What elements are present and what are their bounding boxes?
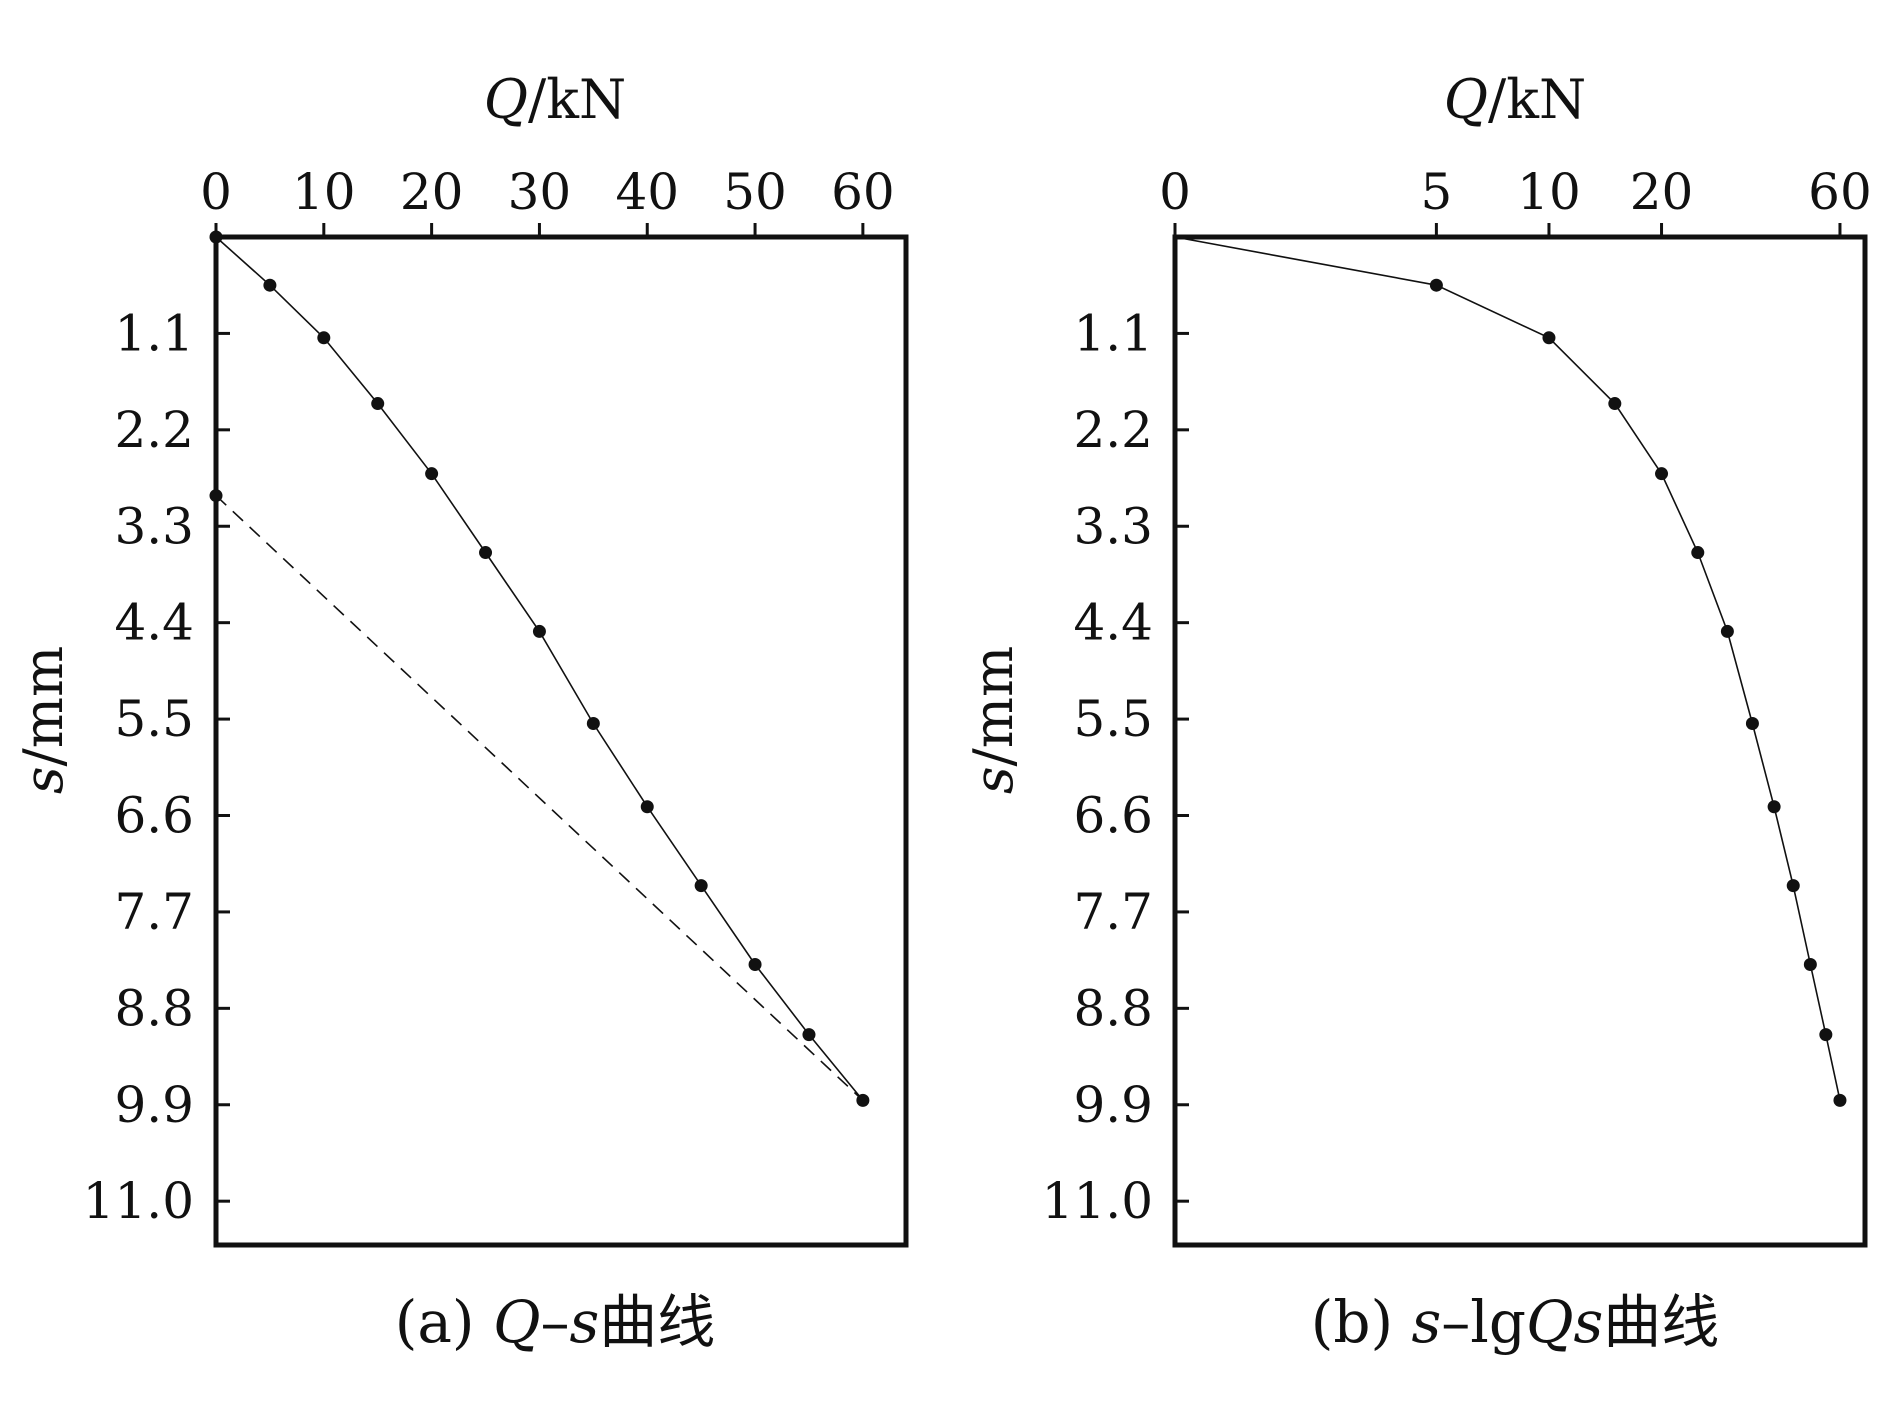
x-tick-label: 60 bbox=[1808, 163, 1872, 221]
y-tick-label: 7.7 bbox=[114, 883, 194, 941]
data-point bbox=[1803, 958, 1817, 972]
data-point bbox=[1608, 397, 1622, 411]
data-point bbox=[209, 230, 223, 244]
y-tick-labels-b: 1.1 2.2 3.3 4.4 5.5 6.6 7.7 8.8 9.9 11.0 bbox=[1042, 304, 1189, 1230]
x-axis-title-a: Q/kN bbox=[484, 68, 626, 131]
data-point bbox=[586, 716, 600, 730]
y-axis-title-a: s/mm bbox=[12, 646, 75, 794]
data-point bbox=[1655, 467, 1669, 481]
y-tick-label: 5.5 bbox=[1073, 690, 1153, 748]
data-point bbox=[1767, 800, 1781, 814]
y-tick-label: 5.5 bbox=[114, 690, 194, 748]
panel-a-chart: 0 10 20 30 40 50 60 1.1 2.2 3.3 4.4 5.5 6.6 7.7 8.8 9.… bbox=[12, 68, 909, 1356]
x-tick-label: 50 bbox=[723, 163, 787, 221]
reference-point bbox=[209, 489, 223, 503]
data-point bbox=[1745, 716, 1759, 730]
data-point bbox=[1429, 278, 1443, 292]
data-point bbox=[1691, 546, 1705, 560]
x-tick-label: 10 bbox=[292, 163, 356, 221]
x-tick-label: 20 bbox=[1630, 163, 1694, 221]
series-line bbox=[215, 236, 864, 1101]
y-tick-label: 7.7 bbox=[1073, 883, 1153, 941]
x-tick-label: 0 bbox=[200, 163, 232, 221]
data-point bbox=[694, 879, 708, 893]
x-tick-label: 5 bbox=[1420, 163, 1452, 221]
data-point bbox=[1786, 879, 1800, 893]
data-point bbox=[1542, 331, 1556, 345]
series-group-a bbox=[209, 230, 870, 1107]
series-line bbox=[1174, 236, 1841, 1101]
y-tick-label: 2.2 bbox=[1073, 401, 1153, 459]
y-tick-label: 6.6 bbox=[114, 787, 194, 845]
y-tick-labels-a: 1.1 2.2 3.3 4.4 5.5 6.6 7.7 8.8 9.9 11.0 bbox=[83, 304, 230, 1230]
y-tick-label: 3.3 bbox=[1073, 497, 1153, 555]
caption-a: (a) Q–s曲线 bbox=[395, 1288, 716, 1356]
data-point bbox=[479, 546, 493, 560]
x-tick-label: 40 bbox=[615, 163, 679, 221]
y-axis-title-b: s/mm bbox=[962, 646, 1025, 794]
caption-b: (b) s–lgQs曲线 bbox=[1311, 1288, 1720, 1356]
y-tick-label: 1.1 bbox=[114, 304, 194, 362]
y-tick-label: 8.8 bbox=[1073, 979, 1153, 1037]
x-tick-label: 60 bbox=[831, 163, 895, 221]
data-point bbox=[1819, 1028, 1833, 1042]
x-tick-labels-a: 0 10 20 30 40 50 60 bbox=[200, 163, 895, 237]
y-tick-label: 4.4 bbox=[1073, 594, 1153, 652]
y-tick-label: 3.3 bbox=[114, 497, 194, 555]
data-point bbox=[532, 624, 546, 638]
x-tick-label: 30 bbox=[508, 163, 572, 221]
data-point bbox=[1833, 1093, 1847, 1107]
reference-dashed-line bbox=[215, 495, 864, 1101]
y-tick-label: 9.9 bbox=[114, 1076, 194, 1134]
y-tick-label: 11.0 bbox=[1042, 1172, 1153, 1230]
x-tick-label: 10 bbox=[1517, 163, 1581, 221]
y-tick-label: 9.9 bbox=[1073, 1076, 1153, 1134]
plot-frame-b bbox=[1172, 234, 1868, 1248]
y-tick-label: 8.8 bbox=[114, 979, 194, 1037]
data-point bbox=[317, 331, 331, 345]
data-point bbox=[263, 278, 277, 292]
x-tick-label: 0 bbox=[1159, 163, 1191, 221]
y-tick-label: 11.0 bbox=[83, 1172, 194, 1230]
data-point bbox=[1720, 624, 1734, 638]
x-axis-title-b: Q/kN bbox=[1444, 68, 1586, 131]
data-point bbox=[425, 467, 439, 481]
y-tick-label: 2.2 bbox=[114, 401, 194, 459]
y-tick-label: 6.6 bbox=[1073, 787, 1153, 845]
data-point bbox=[640, 800, 654, 814]
y-tick-label: 4.4 bbox=[114, 594, 194, 652]
y-tick-label: 1.1 bbox=[1073, 304, 1153, 362]
series-group-b bbox=[1174, 236, 1847, 1107]
x-tick-labels-b: 0 5 10 20 60 bbox=[1159, 163, 1872, 237]
x-tick-label: 20 bbox=[400, 163, 464, 221]
data-point bbox=[802, 1028, 816, 1042]
data-point bbox=[371, 397, 385, 411]
panel-b-chart: 0 5 10 20 60 1.1 2.2 3.3 4.4 5.5 6.6 7.7 8.8 9.9 11.0… bbox=[962, 68, 1872, 1356]
data-point bbox=[748, 958, 762, 972]
plot-frame-a bbox=[213, 234, 909, 1248]
